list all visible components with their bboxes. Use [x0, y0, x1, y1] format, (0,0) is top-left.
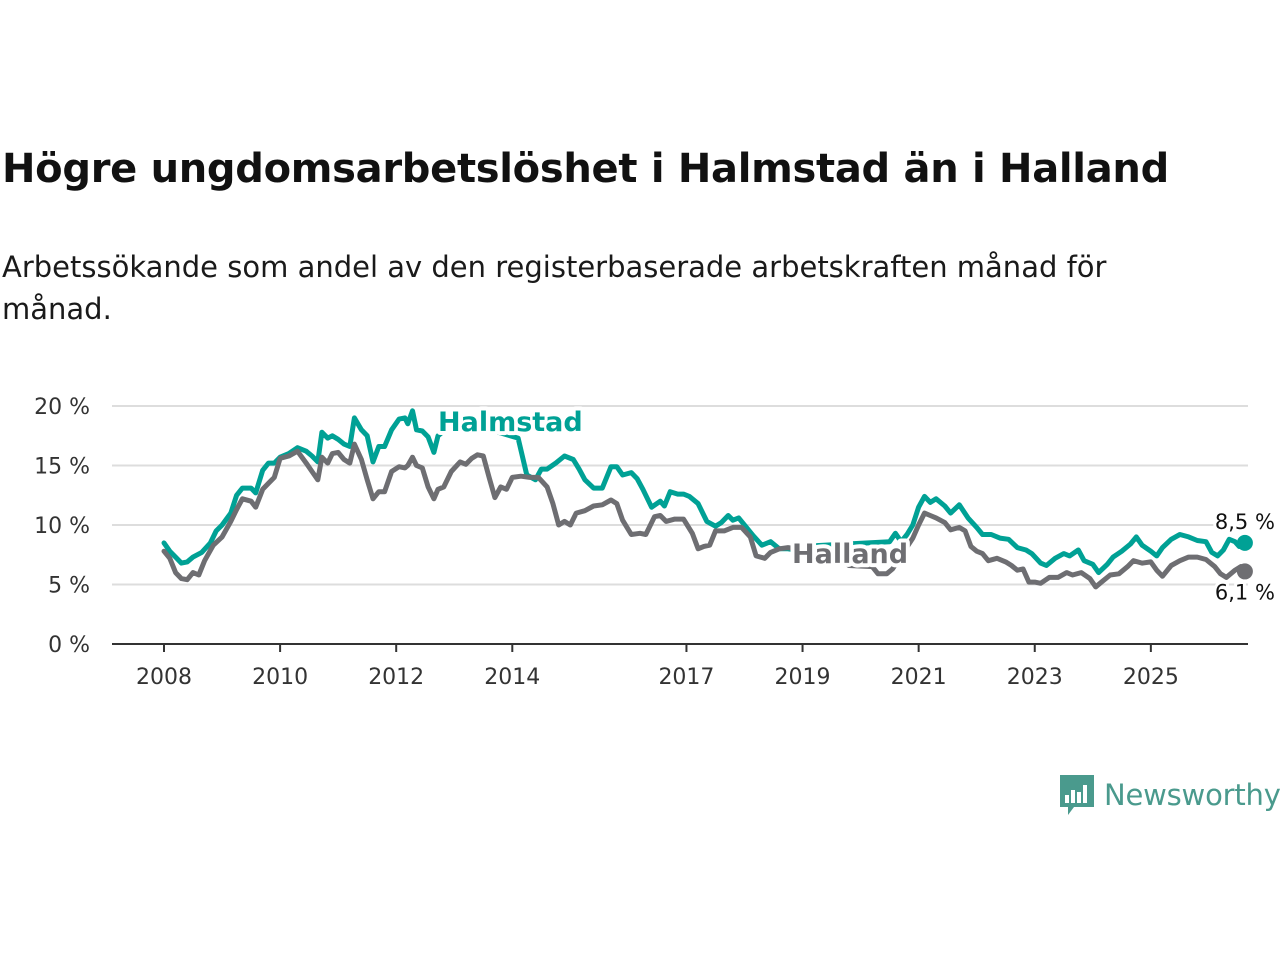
- x-tick-label: 2014: [484, 665, 540, 690]
- newsworthy-logo: Newsworthy: [1058, 772, 1280, 818]
- brand-name: Newsworthy: [1104, 778, 1280, 812]
- y-tick-label: 5 %: [48, 574, 90, 599]
- x-tick-label: 2012: [368, 665, 424, 690]
- y-tick-label: 10 %: [34, 514, 90, 539]
- x-tick-label: 2025: [1123, 665, 1179, 690]
- x-tick-label: 2023: [1007, 665, 1063, 690]
- x-tick-label: 2008: [136, 665, 192, 690]
- y-tick-label: 20 %: [34, 395, 90, 420]
- series-line-halland: [161, 441, 1248, 590]
- end-point-halmstad: [1236, 534, 1253, 551]
- series-lines: [161, 408, 1253, 590]
- series-labels: Halmstad Halland 8,5 % 6,1 %: [434, 403, 1278, 607]
- chart-title: Högre ungdomsarbetslöshet i Halmstad än …: [2, 146, 1169, 192]
- series-label-halmstad: Halmstad: [438, 407, 583, 438]
- x-axis: 2008 2010 2012 2014 2017 2019 2021 2023 2025: [112, 643, 1248, 690]
- end-value-label-halland: 6,1 %: [1215, 580, 1275, 604]
- end-point-halland: [1236, 563, 1253, 580]
- x-tick-label: 2019: [775, 665, 831, 690]
- x-tick-label: 2017: [658, 665, 714, 690]
- line-chart: 0 %5 %10 %15 %20 % 2008 2010 2012 2014 2017 2…: [34, 395, 1278, 690]
- y-tick-label: 15 %: [34, 455, 90, 480]
- gridlines: [112, 405, 1248, 586]
- series-label-halland: Halland: [792, 539, 908, 570]
- y-axis-ticks: 0 % 5 % 10 % 15 % 20 %: [34, 395, 90, 658]
- series-line-halmstad: [161, 408, 1248, 576]
- x-tick-label: 2021: [891, 665, 947, 690]
- end-value-label-halmstad: 8,5 %: [1215, 510, 1275, 534]
- x-tick-label: 2010: [252, 665, 308, 690]
- newsworthy-logo-icon: [1060, 775, 1094, 815]
- y-tick-label: 0 %: [48, 633, 90, 658]
- chart-subtitle: Arbetssökande som andel av den registerb…: [2, 250, 1107, 326]
